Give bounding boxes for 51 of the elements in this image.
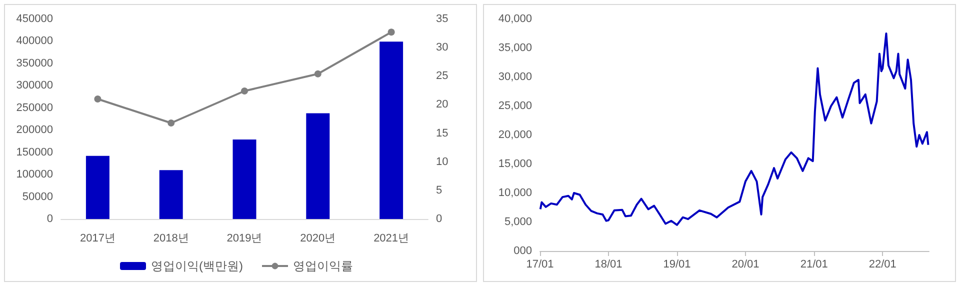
x-tick-label: 2020년	[300, 232, 336, 244]
y-tick-label: 400000	[16, 35, 53, 48]
y-tick-label: 15,000	[498, 158, 532, 170]
legend-label: 영업이익률	[292, 259, 353, 273]
y-tick-label: 450000	[16, 13, 53, 25]
x-tick-label: 17/01	[526, 258, 554, 270]
y-tick-label: 250000	[16, 102, 53, 114]
point	[168, 120, 175, 126]
y-tick-label: 200000	[16, 124, 53, 136]
point	[314, 70, 322, 78]
bar	[86, 156, 110, 219]
y-tick-label: 20,000	[498, 129, 532, 141]
x-tick-label: 21/01	[800, 258, 828, 270]
y-tick-label: 35,000	[498, 42, 532, 54]
x-tick-label: 2019년	[226, 232, 262, 244]
y-tick-label: 300000	[16, 80, 53, 92]
y2-tick-label: 5	[436, 184, 442, 196]
point	[94, 96, 102, 102]
point	[388, 28, 395, 36]
x-tick-label: 19/01	[663, 258, 691, 270]
line-series	[539, 32, 930, 226]
y-tick-label: 10,000	[498, 187, 532, 199]
point	[241, 88, 248, 94]
y-tick-label: 000	[514, 245, 532, 257]
y2-tick-label: 25	[436, 70, 448, 82]
x-tick-label: 18/01	[594, 258, 622, 270]
x-tick-label: 22/01	[868, 258, 896, 270]
y2-tick-label: 0	[436, 213, 442, 225]
y2-tick-label: 20	[436, 98, 448, 111]
x-tick-label: 2017년	[80, 232, 116, 244]
y-tick-label: 100000	[16, 168, 53, 181]
bar	[159, 170, 183, 219]
bar	[306, 113, 330, 219]
y-tick-label: 40,000	[498, 13, 532, 25]
y-tick-label: 5,000	[504, 216, 532, 228]
y-tick-label: 150000	[16, 146, 53, 158]
bar	[232, 139, 256, 219]
y2-tick-label: 10	[436, 156, 448, 168]
x-tick-label: 2018년	[153, 232, 189, 244]
y2-tick-label: 30	[436, 42, 448, 54]
y2-tick-label: 15	[436, 127, 448, 140]
y-tick-label: 25,000	[498, 100, 532, 112]
y-tick-label: 50000	[22, 190, 53, 203]
y-tick-label: 350000	[16, 57, 53, 70]
legend-label: 영업이익(백만원)	[151, 259, 244, 273]
y-tick-label: 30,000	[498, 71, 532, 83]
x-tick-label: 2021년	[374, 232, 410, 244]
bar	[380, 42, 404, 219]
y2-tick-label: 35	[436, 13, 448, 25]
x-tick-label: 20/01	[732, 258, 760, 270]
y-tick-label: 0	[46, 213, 53, 225]
